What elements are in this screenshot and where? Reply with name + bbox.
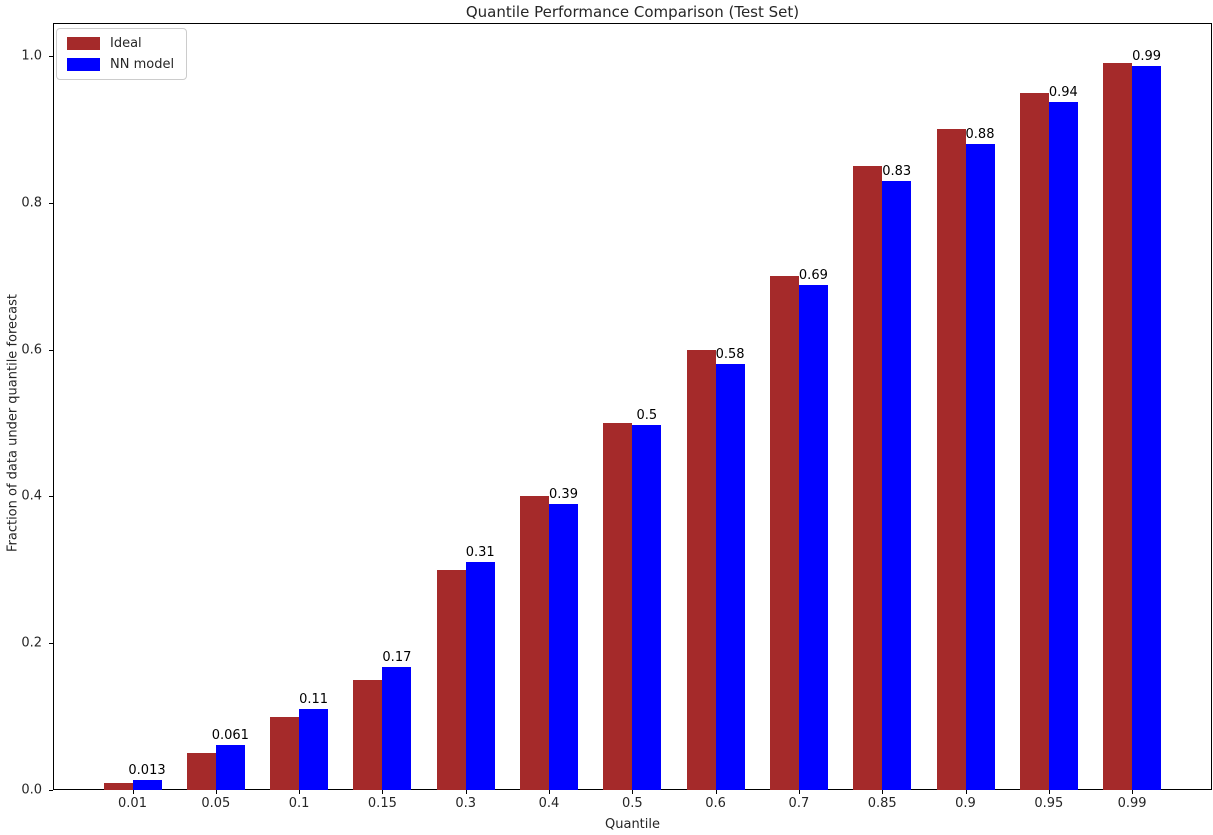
legend-item-ideal: Ideal bbox=[67, 36, 174, 51]
ideal-bar bbox=[520, 496, 549, 790]
ideal-bar bbox=[436, 569, 466, 790]
ideal-bar bbox=[853, 166, 883, 790]
nn-model-bar bbox=[1132, 65, 1162, 790]
bar-value-label: 0.5 bbox=[636, 408, 658, 424]
bar-value-label: 0.39 bbox=[549, 486, 578, 502]
bar-value-label: 0.69 bbox=[798, 268, 828, 284]
nn-model-bar bbox=[382, 666, 412, 790]
legend-label: Ideal bbox=[110, 36, 142, 51]
bar-value-label: 0.11 bbox=[299, 692, 329, 708]
ideal-bar bbox=[1103, 63, 1133, 790]
y-tick-label: 0.4 bbox=[21, 488, 42, 504]
x-tick-label: 0.15 bbox=[367, 796, 397, 811]
ideal-bar bbox=[936, 129, 966, 790]
x-tick-mark bbox=[132, 790, 134, 794]
chart-title: Quantile Performance Comparison (Test Se… bbox=[465, 3, 800, 21]
x-axis-label: Quantile bbox=[605, 817, 660, 832]
bar-value-label: 0.31 bbox=[465, 545, 495, 561]
y-tick-label: 0.2 bbox=[21, 635, 42, 651]
y-tick-mark bbox=[49, 790, 53, 791]
ideal-bar bbox=[1019, 92, 1049, 790]
x-tick-mark bbox=[1048, 790, 1050, 794]
nn-model-bar bbox=[299, 709, 329, 790]
x-tick-label: 0.1 bbox=[288, 796, 310, 811]
x-tick-label: 0.4 bbox=[538, 796, 560, 811]
x-tick-mark bbox=[1132, 790, 1134, 794]
x-tick-label: 0.85 bbox=[867, 796, 897, 811]
ideal-bar bbox=[353, 679, 383, 790]
y-tick-label: 0.8 bbox=[21, 195, 42, 211]
bar-value-label: 0.94 bbox=[1048, 85, 1078, 101]
bar-value-label: 0.013 bbox=[128, 763, 166, 779]
x-tick-mark bbox=[382, 790, 384, 794]
x-tick-mark bbox=[798, 790, 800, 794]
nn-model-bar bbox=[798, 285, 828, 790]
ideal-bar bbox=[603, 423, 633, 790]
ideal-bar bbox=[103, 782, 133, 790]
legend: Ideal NN model bbox=[56, 28, 188, 80]
bar-value-label: 0.061 bbox=[211, 728, 249, 744]
nn-model-swatch-icon bbox=[67, 58, 100, 71]
bar-value-label: 0.17 bbox=[382, 649, 412, 665]
y-tick-mark bbox=[49, 496, 53, 498]
bar-value-label: 0.83 bbox=[882, 163, 912, 179]
x-tick-label: 0.3 bbox=[455, 796, 477, 811]
ideal-swatch-icon bbox=[67, 37, 100, 50]
x-tick-label: 0.99 bbox=[1117, 796, 1147, 811]
nn-model-bar bbox=[132, 780, 162, 790]
y-tick-mark bbox=[49, 202, 53, 204]
nn-model-bar bbox=[1048, 102, 1078, 790]
nn-model-bar bbox=[549, 503, 578, 790]
bar-value-label: 0.99 bbox=[1132, 48, 1162, 64]
x-tick-mark bbox=[549, 790, 550, 794]
nn-model-bar bbox=[465, 562, 495, 790]
x-tick-label: 0.01 bbox=[118, 796, 147, 811]
ideal-bar bbox=[769, 276, 799, 790]
nn-model-bar bbox=[965, 144, 995, 790]
x-tick-mark bbox=[632, 790, 634, 794]
legend-label: NN model bbox=[110, 57, 175, 72]
nn-model-bar bbox=[882, 180, 912, 790]
bar-value-label: 0.58 bbox=[715, 347, 745, 363]
x-tick-label: 0.5 bbox=[621, 796, 643, 811]
ideal-bar bbox=[186, 753, 216, 790]
x-tick-label: 0.05 bbox=[201, 796, 231, 811]
y-axis-label: Fraction of data under quantile forecast bbox=[5, 293, 21, 553]
ideal-bar bbox=[686, 349, 716, 790]
legend-item-nn-model: NN model bbox=[67, 57, 174, 72]
y-tick-label: 0.6 bbox=[21, 342, 42, 358]
x-tick-label: 0.9 bbox=[955, 796, 976, 811]
bar-value-label: 0.88 bbox=[965, 127, 995, 143]
x-tick-mark bbox=[465, 790, 467, 794]
y-tick-mark bbox=[49, 56, 53, 57]
x-tick-mark bbox=[965, 790, 967, 794]
nn-model-bar bbox=[715, 364, 745, 790]
x-tick-label: 0.7 bbox=[788, 796, 810, 811]
x-tick-label: 0.95 bbox=[1034, 796, 1064, 811]
x-tick-mark bbox=[882, 790, 884, 794]
x-tick-mark bbox=[299, 790, 301, 794]
x-tick-label: 0.6 bbox=[705, 796, 726, 811]
x-tick-mark bbox=[715, 790, 717, 794]
nn-model-bar bbox=[632, 425, 662, 790]
y-tick-mark bbox=[49, 643, 53, 645]
nn-model-bar bbox=[215, 745, 245, 790]
y-tick-label: 0.0 bbox=[21, 782, 42, 798]
y-tick-mark bbox=[49, 349, 53, 351]
x-tick-mark bbox=[215, 790, 217, 794]
y-tick-label: 1.0 bbox=[21, 48, 42, 64]
ideal-bar bbox=[270, 716, 300, 790]
